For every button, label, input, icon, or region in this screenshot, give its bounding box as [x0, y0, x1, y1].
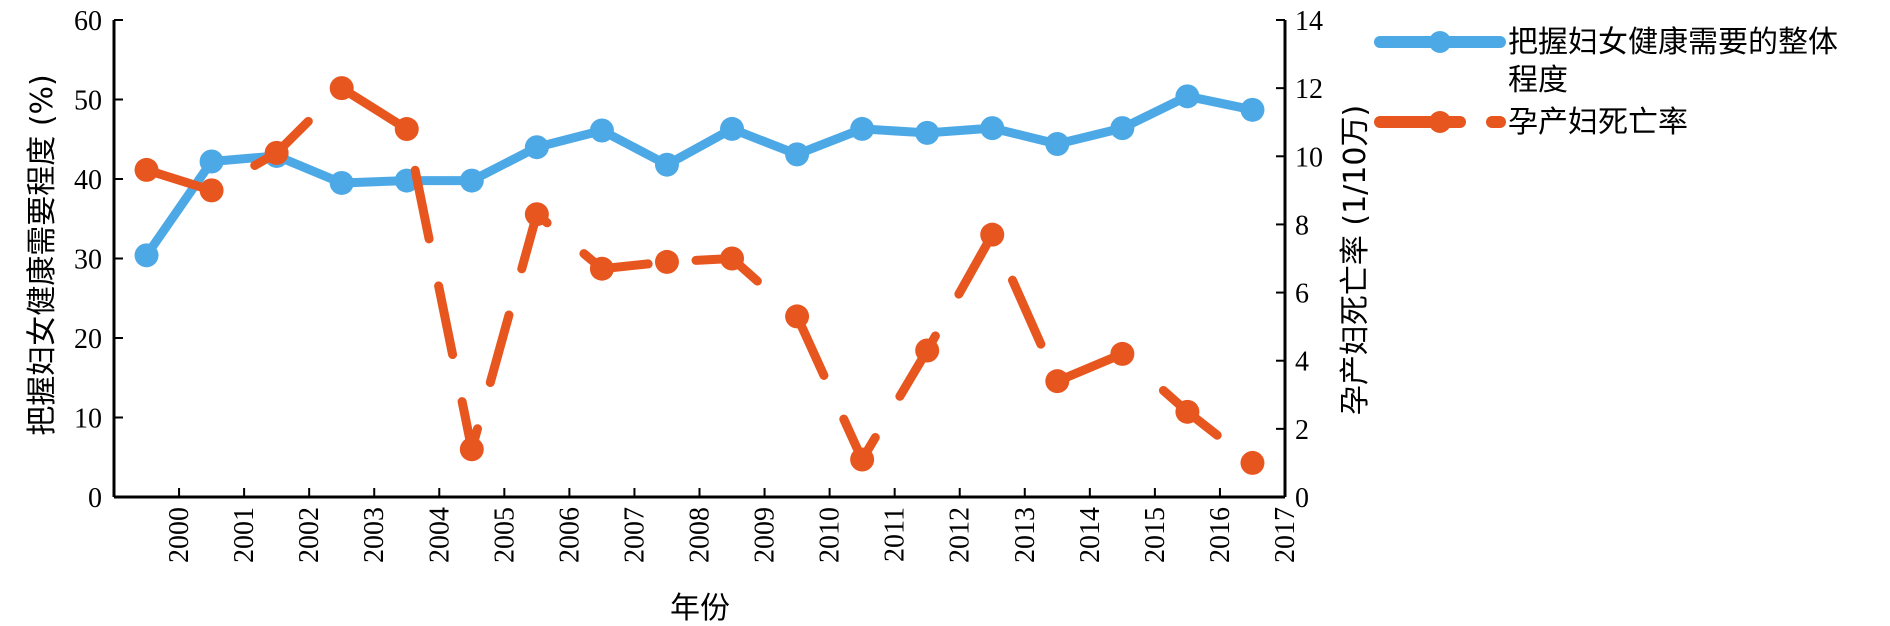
legend: 把握妇女健康需要的整体 程度 孕产妇死亡率 [1374, 25, 1838, 140]
legend-entry-0: 把握妇女健康需要的整体 程度 [1374, 25, 1838, 98]
x-axis-label: 年份 [670, 591, 730, 626]
left-tick-label: 10 [74, 404, 102, 435]
series-1-point-2006 [524, 202, 549, 227]
series-0 [134, 84, 1265, 268]
series-1-point-2002 [264, 140, 289, 165]
x-tick-label: 2008 [685, 507, 716, 563]
legend-marker-1 [1429, 111, 1451, 133]
x-tick-label: 2009 [750, 507, 781, 563]
series-1-point-2009 [720, 246, 745, 271]
left-tick-label: 20 [74, 324, 102, 355]
series-layer [134, 76, 1265, 475]
x-tick-label: 2000 [164, 507, 195, 563]
left-tick-label: 60 [74, 6, 102, 37]
series-0-point-2010 [785, 142, 810, 167]
x-tick-label: 2004 [424, 507, 455, 563]
x-tick-label: 2011 [880, 507, 911, 562]
series-1-point-2012 [915, 338, 940, 363]
series-1-point-2005 [459, 437, 484, 462]
series-0-point-2015 [1110, 116, 1135, 141]
x-tick-label: 2007 [619, 507, 650, 563]
series-0-point-2009 [720, 116, 745, 141]
series-1-point-2013 [980, 222, 1005, 247]
x-tick-label: 2014 [1075, 507, 1106, 563]
series-1-point-2016 [1175, 399, 1200, 424]
series-1-point-2017 [1240, 450, 1265, 475]
series-0-point-2011 [850, 116, 875, 141]
series-0-point-2005 [459, 168, 484, 193]
series-0-point-2017 [1240, 97, 1265, 122]
left-tick-label: 50 [74, 86, 102, 117]
right-tick-label: 4 [1295, 347, 1309, 378]
series-0-point-2001 [199, 149, 224, 174]
right-tick-label: 8 [1295, 210, 1309, 241]
x-tick-label: 2002 [294, 507, 325, 563]
x-tick-label: 2017 [1270, 507, 1301, 563]
x-tick-label: 2001 [229, 507, 260, 563]
left-tick-label: 40 [74, 165, 102, 196]
x-tick-label: 2013 [1010, 507, 1041, 563]
x-tick-label: 2010 [815, 507, 846, 563]
right-tick-label: 12 [1295, 74, 1323, 105]
series-1-point-2007 [589, 256, 614, 281]
legend-marker-0 [1429, 31, 1451, 53]
series-1-point-2015 [1110, 341, 1135, 366]
right-y-axis-label: 孕产妇死亡率 (1/10万) [1338, 105, 1373, 415]
right-tick-label: 2 [1295, 415, 1309, 446]
series-1 [134, 76, 1265, 475]
x-tick-label: 2015 [1140, 507, 1171, 563]
left-tick-label: 0 [88, 483, 102, 514]
series-0-point-2000 [134, 243, 159, 268]
right-tick-label: 6 [1295, 279, 1309, 310]
series-1-point-2000 [134, 157, 159, 182]
series-0-point-2007 [589, 118, 614, 143]
x-tick-label: 2005 [489, 507, 520, 563]
series-0-point-2006 [524, 135, 549, 160]
series-0-point-2013 [980, 116, 1005, 141]
x-tick-label: 2003 [359, 507, 390, 563]
series-0-point-2003 [329, 170, 354, 195]
ticks-layer: 0 10 20 30 40 50 60 0 2 4 6 8 10 12 14 2000 2001 2002 2003… [74, 6, 1323, 563]
legend-label-0-line2: 程度 [1508, 63, 1568, 98]
legend-label-0: 把握妇女健康需要的整体 [1508, 25, 1838, 60]
series-1-point-2011 [850, 447, 875, 472]
x-tick-label: 2012 [945, 507, 976, 563]
series-1-point-2004 [394, 117, 419, 142]
series-1-point-2003 [329, 76, 354, 101]
series-1-point-2010 [785, 304, 810, 329]
right-tick-label: 0 [1295, 483, 1309, 514]
series-1-point-2001 [199, 178, 224, 203]
series-0-point-2016 [1175, 84, 1200, 109]
x-tick-label: 2006 [554, 507, 585, 563]
series-0-point-2014 [1045, 132, 1070, 157]
series-1-point-2008 [654, 249, 679, 274]
series-0-point-2012 [915, 120, 940, 145]
left-tick-label: 30 [74, 245, 102, 276]
series-1-point-2014 [1045, 369, 1070, 394]
right-tick-label: 14 [1295, 6, 1323, 37]
x-tick-label: 2016 [1205, 507, 1236, 563]
right-tick-label: 10 [1295, 142, 1323, 173]
legend-label-1: 孕产妇死亡率 [1508, 105, 1688, 140]
legend-entry-1: 孕产妇死亡率 [1374, 105, 1688, 140]
series-0-point-2008 [654, 152, 679, 177]
left-y-axis-label: 把握妇女健康需要程度 (%) [25, 74, 60, 435]
